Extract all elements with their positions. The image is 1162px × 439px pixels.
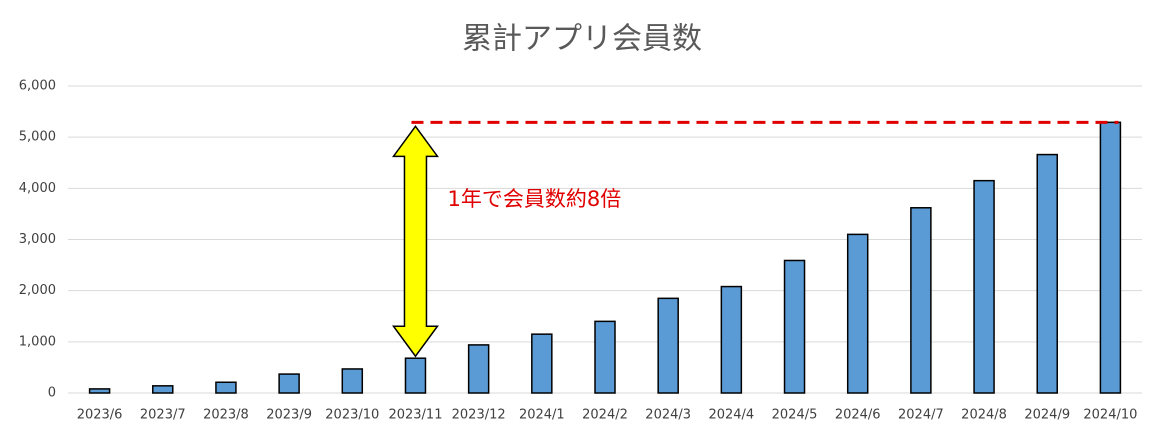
bar (88, 388, 111, 394)
bar (467, 344, 490, 394)
bar (720, 285, 743, 394)
x-tick-label: 2024/2 (582, 408, 628, 423)
x-tick-label: 2024/8 (961, 408, 1007, 423)
annotation: 1年で会員数約8倍 (447, 187, 621, 211)
x-tick-label: 2024/4 (708, 408, 754, 423)
x-tick-label: 2024/9 (1024, 408, 1070, 423)
double-arrow (391, 125, 439, 358)
x-tick-label: 2023/12 (452, 408, 506, 423)
x-tick-label: 2024/1 (519, 408, 565, 423)
x-tick-label: 2023/8 (203, 408, 249, 423)
bar (531, 333, 553, 394)
y-tick-label: 0 (48, 386, 56, 401)
x-tick-label: 2024/5 (772, 408, 818, 423)
bar (910, 207, 932, 394)
bar (594, 320, 616, 394)
x-tick-label: 2024/10 (1083, 408, 1137, 423)
y-tick-label: 6,000 (19, 79, 56, 94)
bar (973, 179, 995, 394)
y-tick-label: 5,000 (19, 130, 56, 145)
x-tick-label: 2023/10 (325, 408, 379, 423)
x-tick-label: 2024/7 (898, 408, 944, 423)
bar (404, 357, 427, 394)
x-tick-label: 2023/9 (266, 408, 312, 423)
chart-title: 累計アプリ会員数 (462, 22, 702, 57)
y-tick-label: 2,000 (19, 283, 56, 298)
x-tick-label: 2024/6 (835, 408, 881, 423)
bar (1036, 153, 1058, 394)
bar (215, 381, 237, 394)
bar (783, 259, 806, 394)
bar (341, 368, 364, 394)
y-tick-label: 1,000 (19, 334, 56, 349)
bar (1099, 121, 1122, 394)
y-tick-label: 3,000 (19, 232, 56, 247)
x-tick-label: 2023/6 (77, 408, 123, 423)
x-tick-label: 2023/11 (388, 408, 442, 423)
y-tick-label: 4,000 (19, 181, 56, 196)
bar (657, 297, 679, 394)
x-tick-label: 2023/7 (140, 408, 186, 423)
bar (152, 385, 174, 394)
x-tick-label: 2024/3 (645, 408, 691, 423)
bar (278, 373, 300, 394)
bar (846, 233, 869, 394)
